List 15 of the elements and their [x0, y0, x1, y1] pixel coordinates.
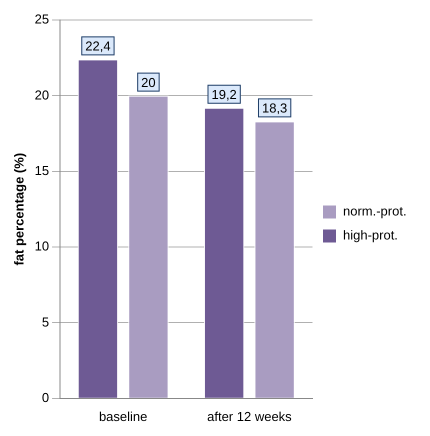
y-tick-label: 25: [34, 12, 50, 27]
y-tick-label: 15: [34, 162, 50, 178]
x-tick-label: baseline: [98, 408, 148, 424]
data-label: 22,4: [85, 38, 111, 54]
legend-label: high-prot.: [343, 228, 398, 243]
data-label: 18,3: [262, 100, 288, 116]
y-tick-label: 0: [42, 390, 50, 405]
legend-label: norm.-prot.: [343, 204, 407, 219]
y-tick-label: 20: [34, 87, 50, 102]
x-tick-label: after 12 weeks: [207, 408, 292, 424]
data-label: 20: [141, 74, 156, 90]
data-label: 19,2: [211, 86, 237, 102]
y-axis-title: fat percentage (%): [11, 152, 26, 266]
y-tick-label: 5: [42, 314, 50, 330]
y-tick-label: 10: [34, 238, 50, 254]
